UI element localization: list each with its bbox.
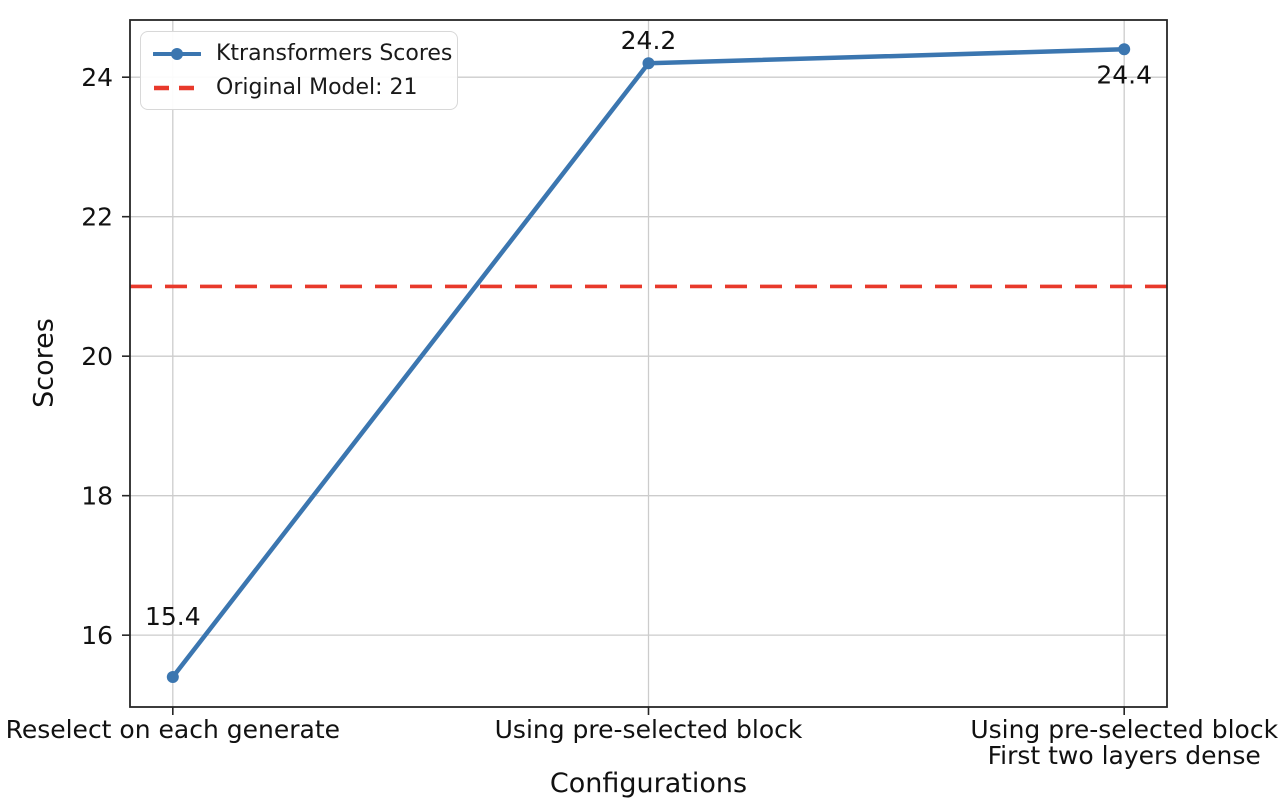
x-axis-label: Configurations <box>549 768 748 799</box>
y-tick-label: 20 <box>81 342 113 371</box>
legend: Ktransformers Scores Original Model: 21 <box>140 31 458 110</box>
data-point-marker <box>642 57 655 70</box>
y-axis-label: Scores <box>28 318 60 408</box>
y-tick-label: 22 <box>81 203 113 232</box>
data-point-marker <box>166 671 179 684</box>
point-label: 15.4 <box>145 602 201 631</box>
y-tick-label: 18 <box>81 482 113 511</box>
dashed-line-icon <box>154 85 200 90</box>
y-tick-label: 16 <box>81 621 113 650</box>
legend-item-series: Ktransformers Scores <box>153 41 452 66</box>
y-tick-label: 24 <box>81 63 113 92</box>
x-tick-label: Using pre-selected block First two layers… <box>970 715 1278 770</box>
x-tick-label: Using pre-selected block <box>495 715 803 744</box>
legend-item-reference: Original Model: 21 <box>153 75 445 100</box>
legend-series-label: Ktransformers Scores <box>216 41 453 66</box>
legend-reference-label: Original Model: 21 <box>216 75 418 100</box>
x-tick-label: Reselect on each generate <box>6 715 340 744</box>
point-label: 24.2 <box>621 26 677 55</box>
data-point-marker <box>1118 43 1131 56</box>
line-marker-icon <box>153 47 201 60</box>
point-label: 24.4 <box>1096 60 1152 89</box>
